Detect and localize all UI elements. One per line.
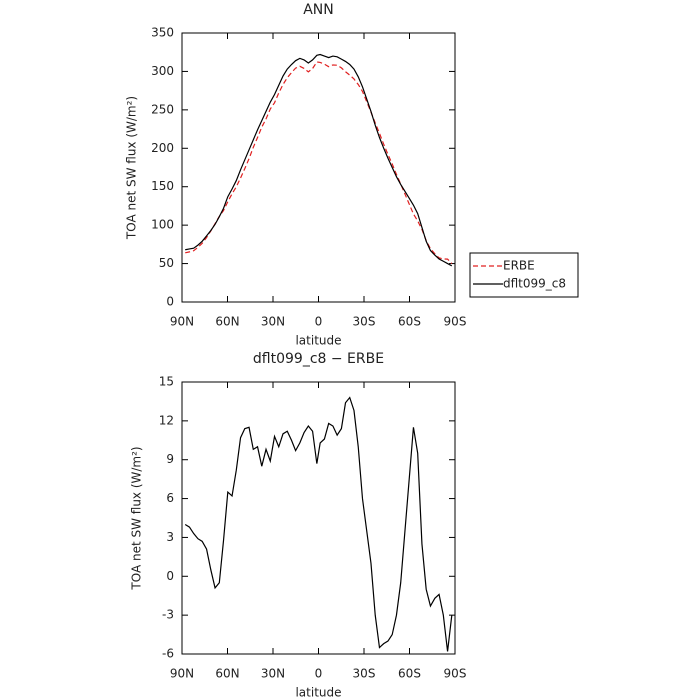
x-tick-label: 90N (170, 667, 194, 681)
chart-title: dflt099_c8 − ERBE (253, 351, 384, 367)
x-tick-label: 30S (353, 667, 376, 681)
data-line (184, 396, 453, 652)
legend-label: ERBE (503, 259, 535, 273)
x-tick-label: 60S (398, 667, 421, 681)
y-tick-label: 50 (159, 256, 174, 270)
y-tick-label: 12 (159, 413, 174, 427)
x-tick-label: 30S (353, 315, 376, 329)
y-tick-label: -3 (162, 608, 174, 622)
x-tick-label: 0 (315, 315, 323, 329)
x-axis-label: latitude (295, 686, 341, 700)
y-tick-label: 250 (151, 102, 174, 116)
data-line (185, 61, 453, 264)
y-tick-label: 300 (151, 64, 174, 78)
x-tick-label: 60N (215, 667, 239, 681)
x-tick-label: 30N (261, 315, 285, 329)
x-tick-label: 30N (261, 667, 285, 681)
y-tick-label: 200 (151, 141, 174, 155)
x-tick-label: 60S (398, 315, 421, 329)
y-axis-label: TOA net SW flux (W/m²) (130, 446, 144, 590)
chart-title: ANN (303, 2, 334, 18)
x-tick-label: 90S (444, 667, 467, 681)
y-tick-label: 15 (159, 375, 174, 389)
x-tick-label: 60N (215, 315, 239, 329)
plot-frame (181, 32, 456, 303)
legend-box (469, 252, 579, 298)
y-tick-label: 100 (151, 218, 174, 232)
x-tick-label: 0 (315, 667, 323, 681)
x-tick-label: 90S (444, 315, 467, 329)
x-tick-label: 90N (170, 315, 194, 329)
y-tick-label: 150 (151, 179, 174, 193)
y-tick-label: -6 (162, 647, 174, 661)
plot-frame (181, 381, 456, 655)
y-tick-label: 3 (166, 530, 174, 544)
x-axis-label: latitude (295, 334, 341, 348)
y-tick-label: 6 (166, 491, 174, 505)
y-tick-label: 350 (151, 26, 174, 40)
data-line (185, 53, 453, 267)
y-axis-label: TOA net SW flux (W/m²) (125, 96, 139, 240)
y-tick-label: 0 (166, 569, 174, 583)
y-tick-label: 9 (166, 452, 174, 466)
y-tick-label: 0 (166, 295, 174, 309)
legend-label: dflt099_c8 (503, 277, 566, 291)
